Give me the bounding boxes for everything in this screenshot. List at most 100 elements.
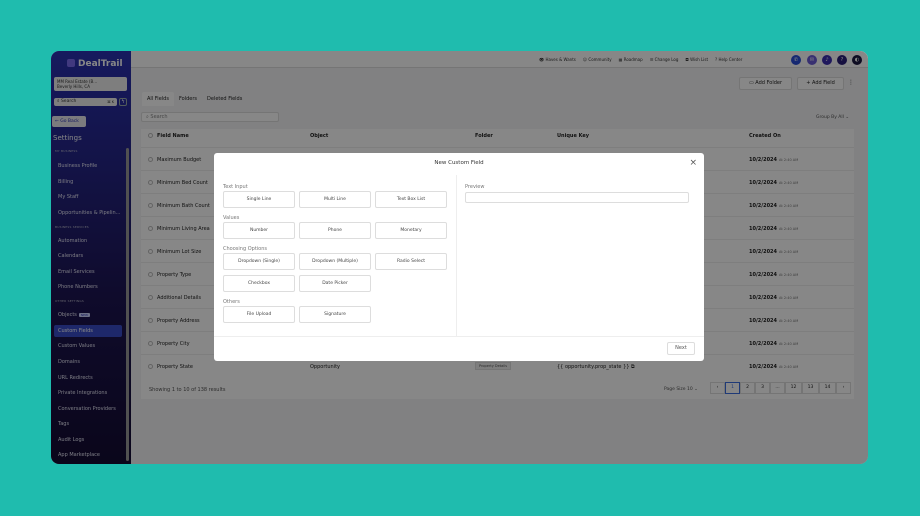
- option-text-box-list[interactable]: Text Box List: [375, 191, 447, 208]
- page-14[interactable]: 14: [819, 382, 836, 394]
- preview-box: [465, 192, 689, 203]
- row-checkbox[interactable]: [148, 180, 153, 185]
- option-radio-select[interactable]: Radio Select: [375, 253, 447, 270]
- page-1[interactable]: 1: [725, 382, 740, 394]
- sidebar-item-tags[interactable]: Tags: [54, 418, 122, 430]
- row-checkbox[interactable]: [148, 272, 153, 277]
- created-on: 10/2/2024 At 2:40 AM: [749, 318, 799, 324]
- table-row[interactable]: Maximum Budget 10/2/2024 At 2:40 AM: [141, 147, 854, 170]
- add-folder-button[interactable]: ▭ Add Folder: [739, 77, 792, 90]
- next-page-button[interactable]: ›: [836, 382, 851, 394]
- option-dropdown-multiple[interactable]: Dropdown (Multiple): [299, 253, 371, 270]
- sidebar-item-custom-fields[interactable]: Custom Fields: [54, 325, 122, 337]
- option-file-upload[interactable]: File Upload: [223, 306, 295, 323]
- topnav-roadmap[interactable]: ▦ Roadmap: [618, 57, 643, 62]
- sidebar-item-phone-numbers[interactable]: Phone Numbers: [54, 281, 122, 293]
- topnav-change-log[interactable]: ☰ Change Log: [649, 57, 679, 62]
- option-number[interactable]: Number: [223, 222, 295, 239]
- option-multi-line[interactable]: Multi Line: [299, 191, 371, 208]
- fields-search-input[interactable]: ⌕ Search: [141, 112, 279, 122]
- folder-badge[interactable]: Property Details: [475, 362, 512, 370]
- top-bar: 👁 Haves & Wants ☺ Community ▦ Roadmap ☰ Cha…: [131, 51, 868, 68]
- column-header-field-name[interactable]: Field Name: [157, 133, 189, 139]
- topnav-community[interactable]: ☺ Community: [582, 57, 612, 62]
- column-header-created-on[interactable]: Created On: [749, 133, 781, 139]
- page-13[interactable]: 13: [802, 382, 819, 394]
- option-checkbox[interactable]: Checkbox: [223, 275, 295, 292]
- field-name: Property Type: [157, 272, 192, 278]
- tab-all-fields[interactable]: All Fields: [142, 92, 174, 106]
- phone-icon[interactable]: ✆: [791, 55, 801, 65]
- sidebar-item-my-staff[interactable]: My Staff: [54, 191, 122, 203]
- page-2[interactable]: 2: [740, 382, 755, 394]
- group-by-dropdown[interactable]: Group By All ⌄: [816, 115, 850, 120]
- sidebar-item-custom-values[interactable]: Custom Values: [54, 340, 122, 352]
- topnav-haves-wants[interactable]: 👁 Haves & Wants: [539, 57, 576, 62]
- sidebar-item-business-profile[interactable]: Business Profile: [54, 160, 122, 172]
- sidebar-item-conversation-providers[interactable]: Conversation Providers: [54, 403, 122, 415]
- created-on: 10/2/2024 At 2:40 AM: [749, 272, 799, 278]
- row-checkbox[interactable]: [148, 226, 153, 231]
- next-button[interactable]: Next: [667, 342, 695, 355]
- group-label-choosing-options: Choosing Options: [223, 246, 267, 252]
- sidebar-scrollbar[interactable]: [126, 148, 129, 461]
- column-header-object[interactable]: Object: [310, 133, 329, 139]
- page-size-dropdown[interactable]: Page Size 10 ⌄: [664, 387, 698, 392]
- row-checkbox[interactable]: [148, 157, 153, 162]
- help-icon[interactable]: ?: [837, 55, 847, 65]
- row-checkbox[interactable]: [148, 203, 153, 208]
- sidebar-item-private-integrations[interactable]: Private Integrations: [54, 387, 122, 399]
- option-dropdown-single[interactable]: Dropdown (Single): [223, 253, 295, 270]
- topnav-icon: ▦: [618, 57, 624, 62]
- sidebar-item-label: Conversation Providers: [58, 406, 116, 412]
- row-checkbox[interactable]: [148, 318, 153, 323]
- add-field-button[interactable]: + Add Field: [797, 77, 844, 90]
- option-single-line[interactable]: Single Line: [223, 191, 295, 208]
- sidebar-item-url-redirects[interactable]: URL Redirects: [54, 372, 122, 384]
- topnav-wish-list[interactable]: ◘ Wish List: [685, 57, 709, 62]
- sidebar-item-automation[interactable]: Automation: [54, 235, 122, 247]
- sidebar-item-app-marketplace[interactable]: App Marketplace: [54, 449, 122, 461]
- close-icon[interactable]: ×: [689, 158, 697, 168]
- option-monetary[interactable]: Monetary: [375, 222, 447, 239]
- page-[interactable]: ...: [770, 382, 785, 394]
- tab-deleted-fields[interactable]: Deleted Fields: [207, 96, 243, 102]
- sidebar-item-audit-logs[interactable]: Audit Logs: [54, 434, 122, 446]
- column-header-folder[interactable]: Folder: [475, 133, 493, 139]
- account-switcher[interactable]: MM Real Estate (B... Beverly Hills, CA: [54, 77, 127, 91]
- topnav-help-center[interactable]: ? Help Center: [715, 57, 743, 62]
- row-checkbox[interactable]: [148, 364, 153, 369]
- unique-key-cell: {{ opportunity.prop_state }} ⧉: [557, 364, 635, 370]
- option-signature[interactable]: Signature: [299, 306, 371, 323]
- group-label-others: Others: [223, 299, 240, 305]
- tab-folders[interactable]: Folders: [178, 96, 197, 102]
- copy-icon[interactable]: ⧉: [629, 364, 635, 370]
- sidebar-search[interactable]: ⌕ Search ⌘ K: [54, 98, 117, 106]
- sidebar-item-objects[interactable]: Objects NEW: [54, 309, 122, 321]
- select-all-checkbox[interactable]: [148, 133, 153, 138]
- column-header-unique-key[interactable]: Unique Key: [557, 133, 590, 139]
- row-checkbox[interactable]: [148, 249, 153, 254]
- go-back-button[interactable]: ← Go Back: [52, 116, 86, 127]
- announcements-icon[interactable]: ✉: [807, 55, 817, 65]
- sidebar-item-calendars[interactable]: Calendars: [54, 250, 122, 262]
- row-checkbox[interactable]: [148, 295, 153, 300]
- option-date-picker[interactable]: Date Picker: [299, 275, 371, 292]
- sidebar-item-label: Phone Numbers: [58, 284, 98, 290]
- sidebar-item-billing[interactable]: Billing: [54, 176, 122, 188]
- quick-action-bolt-icon[interactable]: ϟ: [119, 98, 127, 106]
- sidebar-item-domains[interactable]: Domains: [54, 356, 122, 368]
- sidebar-item-label: My Staff: [58, 194, 79, 200]
- page-3[interactable]: 3: [755, 382, 770, 394]
- sidebar-item-email-services[interactable]: Email Services: [54, 266, 122, 278]
- bell-icon[interactable]: ♪: [822, 55, 832, 65]
- page-12[interactable]: 12: [785, 382, 802, 394]
- sidebar-item-opportunities-pipelin[interactable]: Opportunities & Pipelin...: [54, 207, 122, 219]
- sidebar-item-label: App Marketplace: [58, 452, 100, 458]
- user-avatar[interactable]: ◐: [852, 55, 862, 65]
- more-options-icon[interactable]: ⋮: [848, 79, 854, 86]
- topnav-icon: ☰: [649, 57, 655, 62]
- option-phone[interactable]: Phone: [299, 222, 371, 239]
- prev-page-button[interactable]: ‹: [710, 382, 725, 394]
- row-checkbox[interactable]: [148, 341, 153, 346]
